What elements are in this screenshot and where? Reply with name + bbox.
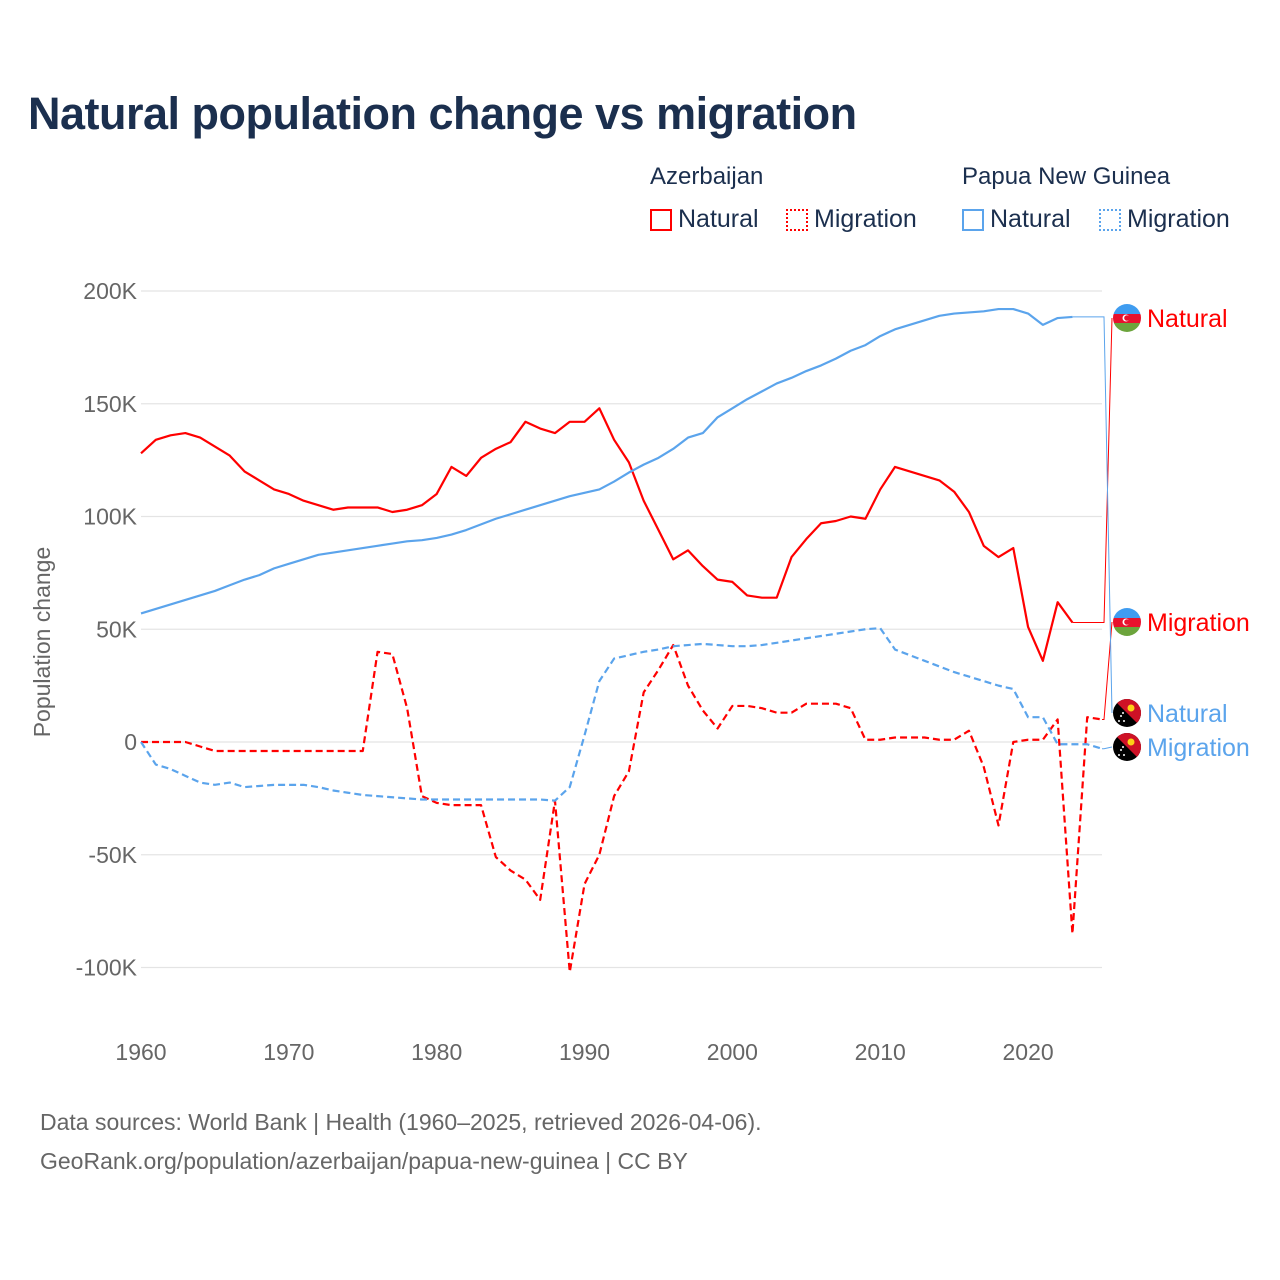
legend-aze-migration[interactable]: Migration bbox=[786, 205, 917, 234]
flag-icon-azerbaijan bbox=[1113, 608, 1141, 636]
flag-icon-papua-new-guinea bbox=[1113, 699, 1141, 727]
flag-icon-papua-new-guinea bbox=[1113, 733, 1141, 761]
legend-group-png: Papua New Guinea bbox=[962, 163, 1171, 190]
chart-title: Natural population change vs migration bbox=[28, 88, 857, 139]
end-label-connector bbox=[1072, 317, 1113, 623]
y-tick-label: 100K bbox=[83, 504, 137, 530]
series-line-azerbaijan-natural[interactable] bbox=[140, 407, 1074, 662]
y-tick-label: -100K bbox=[76, 955, 138, 981]
x-tick-label: 2010 bbox=[855, 1039, 906, 1065]
flag-icon-azerbaijan bbox=[1113, 304, 1141, 332]
end-label-connector bbox=[1072, 316, 1113, 714]
legend-label: Migration bbox=[1127, 205, 1230, 233]
end-label: Natural bbox=[1147, 305, 1228, 333]
legend-png-natural[interactable]: Natural bbox=[962, 205, 1071, 234]
end-label-connector bbox=[1102, 621, 1113, 720]
footer-sources: Data sources: World Bank | Health (1960–… bbox=[40, 1109, 762, 1135]
y-axis-label: Population change bbox=[29, 547, 55, 738]
legend-label: Natural bbox=[678, 205, 759, 233]
y-tick-label: -50K bbox=[88, 842, 137, 868]
legend-swatch-dotted bbox=[786, 208, 808, 231]
legend-group-azerbaijan: Azerbaijan bbox=[650, 163, 764, 190]
y-tick-label: 200K bbox=[83, 278, 137, 304]
end-label: Natural bbox=[1147, 700, 1228, 728]
x-tick-label: 1970 bbox=[263, 1039, 314, 1065]
x-tick-label: 1990 bbox=[559, 1039, 610, 1065]
legend-png-migration[interactable]: Migration bbox=[1099, 205, 1230, 234]
series-line-papua-new-guinea-natural[interactable] bbox=[140, 307, 1073, 615]
x-tick-label: 1960 bbox=[115, 1039, 166, 1065]
footer-link[interactable]: GeoRank.org/population/azerbaijan/papua-… bbox=[40, 1148, 688, 1174]
y-tick-label: 150K bbox=[83, 391, 137, 417]
end-label: Migration bbox=[1147, 609, 1250, 637]
legend-label: Migration bbox=[814, 205, 917, 233]
y-tick-label: 0 bbox=[124, 729, 137, 755]
legend-swatch-dotted bbox=[1099, 208, 1121, 231]
end-label: Migration bbox=[1147, 734, 1250, 762]
x-tick-label: 2000 bbox=[707, 1039, 758, 1065]
end-label-connector bbox=[1102, 746, 1113, 750]
legend-aze-natural[interactable]: Natural bbox=[650, 205, 759, 234]
legend-swatch-solid bbox=[962, 208, 984, 231]
legend-swatch-solid bbox=[650, 208, 672, 231]
legend-label: Natural bbox=[990, 205, 1071, 233]
x-tick-label: 2020 bbox=[1002, 1039, 1053, 1065]
series-line-papua-new-guinea-migration[interactable] bbox=[140, 627, 1103, 802]
series-line-azerbaijan-migration[interactable] bbox=[141, 643, 1103, 974]
y-tick-label: 50K bbox=[96, 616, 138, 642]
x-tick-label: 1980 bbox=[411, 1039, 462, 1065]
